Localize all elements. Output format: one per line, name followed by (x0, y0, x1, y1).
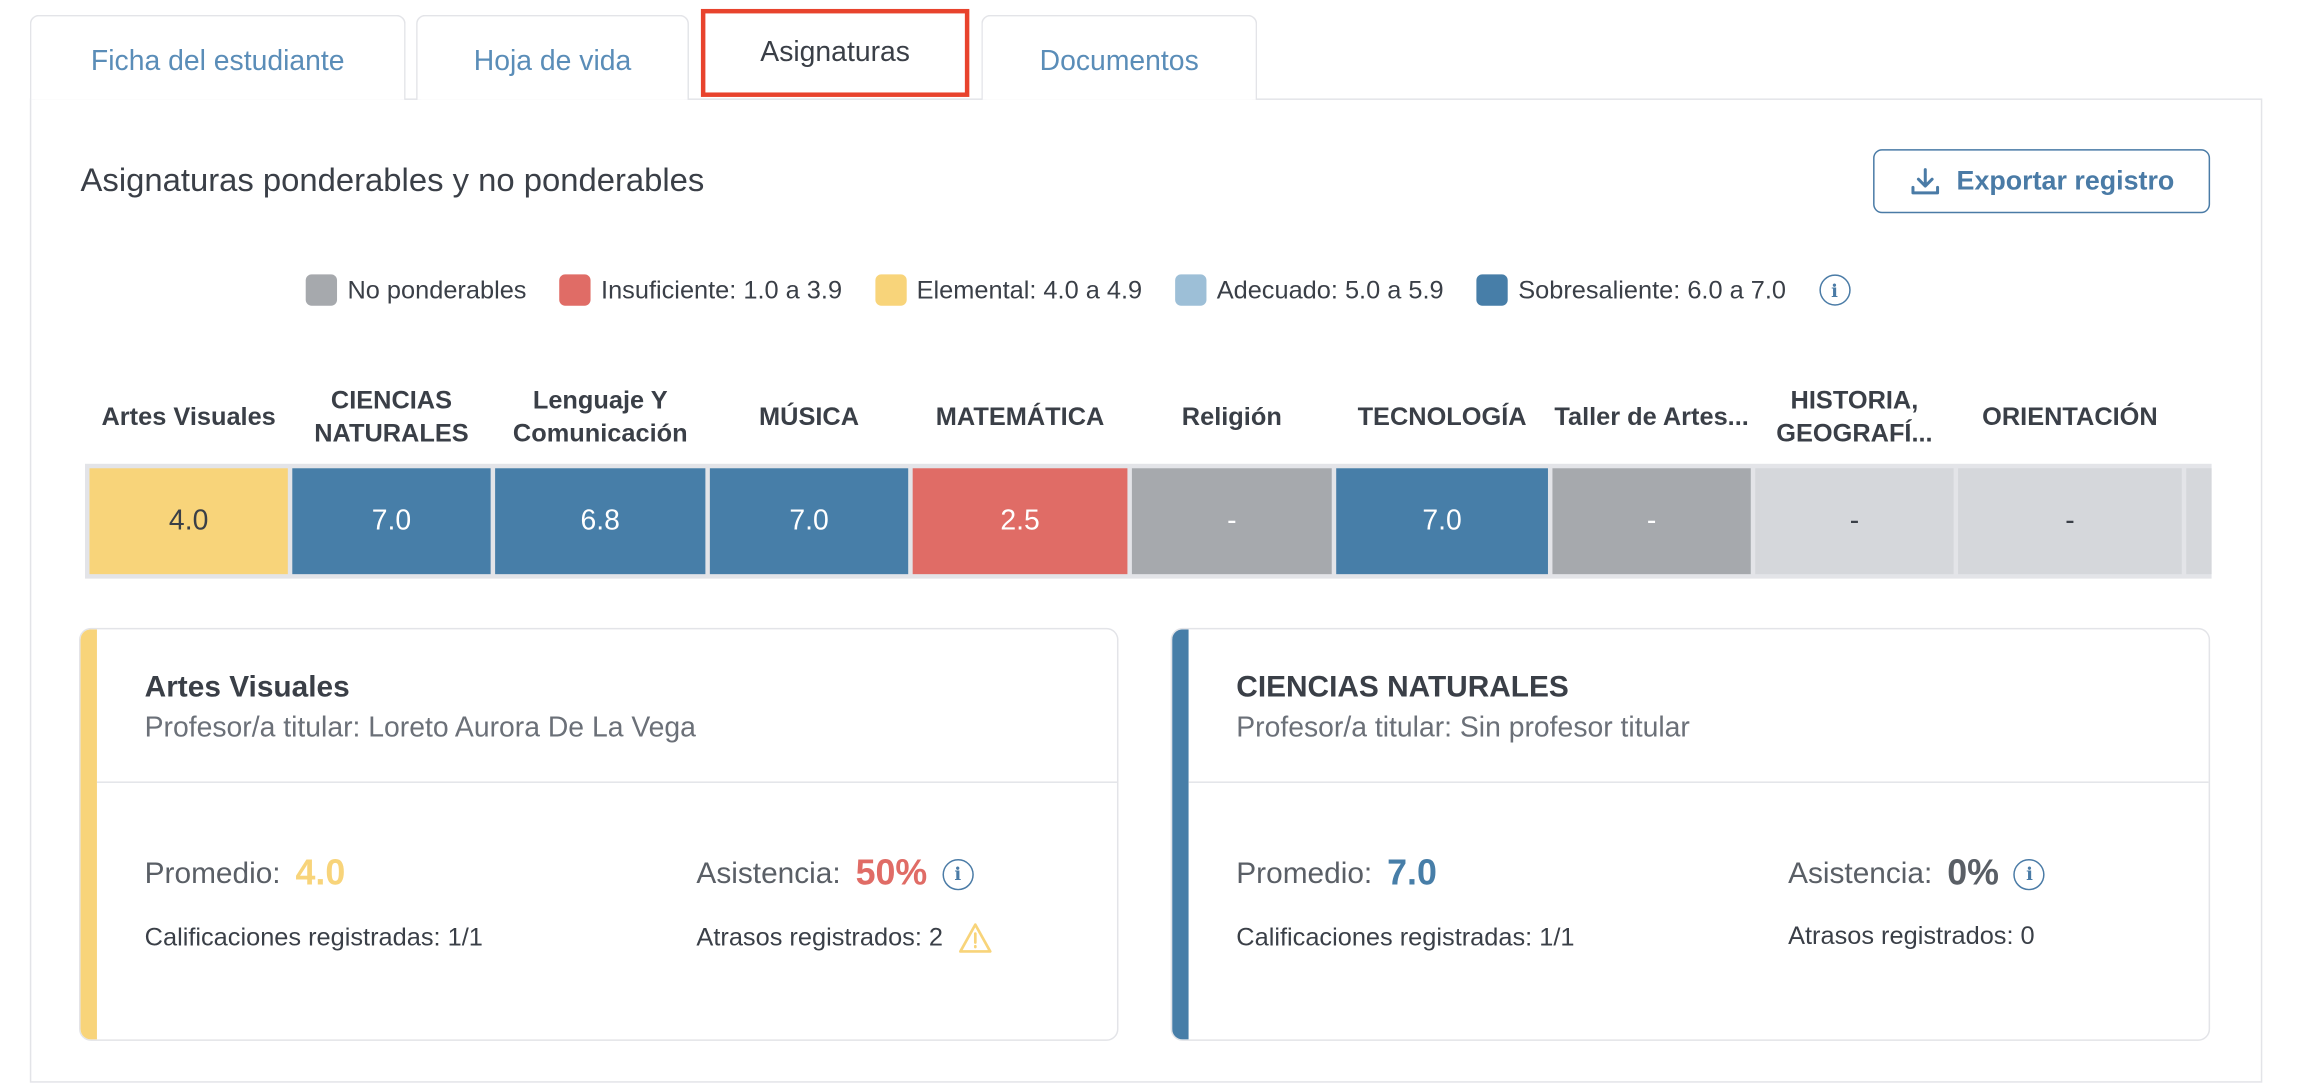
card-atrasos: Atrasos registrados: 2 (696, 922, 993, 955)
card-atrasos: Atrasos registrados: 0 (1788, 922, 2035, 952)
legend-swatch (1476, 274, 1508, 306)
legend-label: Adecuado: 5.0 a 5.9 (1216, 275, 1444, 304)
subject-card[interactable]: Artes Visuales Profesor/a titular: Loret… (79, 627, 1119, 1041)
card-teacher: Profesor/a titular: Loreto Aurora De La … (144, 712, 696, 745)
card-calificaciones: Calificaciones registradas: 1/1 (144, 923, 483, 952)
subject-grade-cell[interactable]: 7.0 (292, 468, 491, 575)
card-calificaciones: Calificaciones registradas: 1/1 (1236, 923, 1575, 952)
asistencia-value: 50% (855, 853, 928, 894)
tab-hoja-de-vida[interactable]: Hoja de vida (416, 14, 689, 100)
atrasos-text: Atrasos registrados: 2 (696, 923, 944, 952)
card-asistencia: Asistencia: 0% i (1788, 853, 2046, 895)
legend-label: Insuficiente: 1.0 a 3.9 (601, 275, 843, 304)
info-icon[interactable]: i (942, 858, 974, 890)
card-promedio: Promedio: 4.0 (145, 853, 346, 895)
subject-header[interactable]: HISTORIA, GEOGRAFÍ... (1776, 386, 1933, 448)
subject-grade-cell[interactable]: 6.8 (495, 468, 706, 575)
card-promedio: Promedio: 7.0 (1236, 853, 1437, 895)
export-label: Exportar registro (1956, 165, 2175, 196)
legend-swatch (559, 274, 591, 306)
subject-grade-cell[interactable]: 7.0 (709, 468, 909, 575)
subject-header[interactable]: MÚSICA (759, 402, 860, 431)
subject-grade-cell[interactable]: - (1958, 468, 2182, 575)
card-teacher: Profesor/a titular: Sin profesor titular (1236, 712, 1690, 745)
export-button[interactable]: Exportar registro (1873, 149, 2211, 214)
subject-grade-cell[interactable]: 7.0 (1336, 468, 1548, 575)
subject-header[interactable]: ORIENTACIÓN (1982, 402, 2158, 431)
promedio-value: 4.0 (295, 853, 346, 894)
tab-ficha-del-estudiante[interactable]: Ficha del estudiante (29, 14, 406, 100)
tab-asignaturas[interactable]: Asignaturas (700, 8, 970, 97)
subject-header[interactable]: Artes Visuales (101, 402, 276, 431)
info-icon[interactable]: i (2013, 858, 2046, 890)
subject-header[interactable]: Lenguaje Y Comunicación (512, 386, 688, 448)
subject-card[interactable]: CIENCIAS NATURALES Profesor/a titular: S… (1170, 627, 2211, 1041)
card-subject-name: CIENCIAS NATURALES (1236, 671, 1569, 704)
card-color-bar (80, 629, 97, 1040)
subject-header[interactable]: Religión (1181, 402, 1282, 431)
legend-swatch (874, 274, 907, 306)
asistencia-label: Asistencia: (696, 856, 841, 890)
card-subject-name: Artes Visuales (144, 671, 350, 704)
legend-item: Insuficiente: 1.0 a 3.9 (559, 274, 843, 306)
subject-grade-cell-partial (2186, 468, 2212, 575)
promedio-label: Promedio: (144, 856, 281, 890)
card-color-bar (1172, 629, 1189, 1040)
subject-header[interactable]: Taller de Artes... (1554, 402, 1749, 431)
subject-grade-cell[interactable]: - (1755, 468, 1954, 575)
warning-icon (959, 923, 993, 953)
card-divider (1188, 781, 2209, 783)
card-asistencia: Asistencia: 50% i (696, 853, 974, 895)
legend-item: Elemental: 4.0 a 4.9 (874, 274, 1143, 306)
subject-header[interactable]: TECNOLOGÍA (1357, 402, 1527, 431)
asistencia-value: 0% (1947, 853, 1999, 894)
legend-item: No ponderables (305, 274, 527, 306)
info-icon[interactable]: i (1818, 274, 1851, 306)
subjects-grid: Artes Visuales CIENCIAS NATURALES Lenguaje… (85, 373, 2212, 579)
grade-legend: No ponderables Insuficiente: 1.0 a 3.9 Ele… (305, 274, 1851, 306)
subject-grade-cell[interactable]: - (1552, 468, 1751, 575)
legend-swatch (1174, 274, 1207, 306)
subject-header[interactable]: CIENCIAS NATURALES (314, 386, 469, 448)
subject-grade-cell[interactable]: 2.5 (912, 468, 1128, 575)
atrasos-text: Atrasos registrados: 0 (1788, 921, 2035, 950)
download-icon (1911, 167, 1940, 194)
card-divider (96, 781, 1117, 783)
subject-header[interactable]: MATEMÁTICA (935, 402, 1105, 431)
promedio-value: 7.0 (1387, 853, 1437, 894)
asistencia-label: Asistencia: (1788, 856, 1933, 890)
tab-documentos[interactable]: Documentos (981, 14, 1258, 100)
legend-label: No ponderables (347, 275, 527, 304)
legend-item: Adecuado: 5.0 a 5.9 (1174, 274, 1444, 306)
legend-label: Elemental: 4.0 a 4.9 (916, 275, 1143, 304)
legend-item: Sobresaliente: 6.0 a 7.0 (1476, 274, 1787, 306)
section-title: Asignaturas ponderables y no ponderables (80, 161, 705, 199)
subject-grade-cell[interactable]: - (1131, 468, 1332, 575)
legend-swatch (305, 274, 338, 306)
promedio-label: Promedio: (1236, 856, 1373, 890)
legend-label: Sobresaliente: 6.0 a 7.0 (1518, 275, 1787, 304)
subject-grade-cell[interactable]: 4.0 (89, 468, 288, 575)
